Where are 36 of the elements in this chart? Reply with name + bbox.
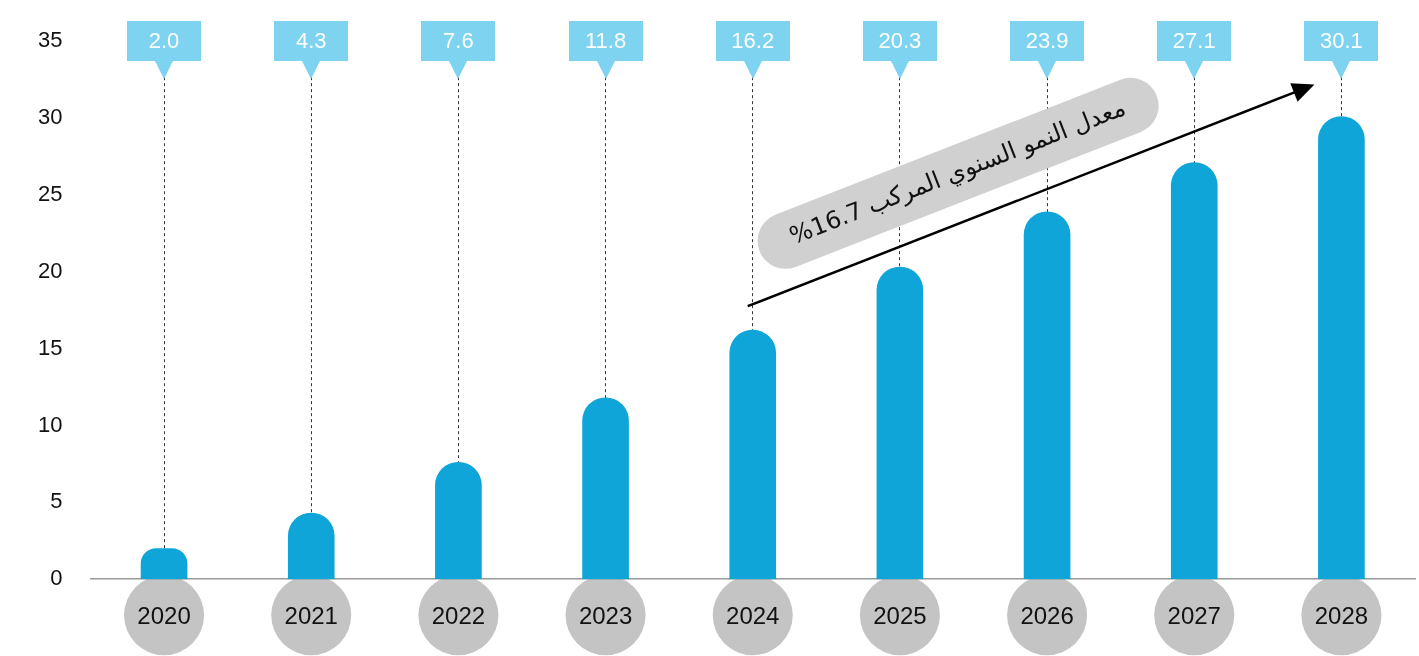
annotation: معدل النمو السنوي المركب 16.7% xyxy=(785,93,1130,251)
annotation: 11.8 xyxy=(568,21,643,62)
y-tick-label: 15 xyxy=(37,334,63,360)
x-tick-label: 2021 xyxy=(284,602,338,630)
annotation: 27.1 xyxy=(1157,21,1232,62)
annotation: 20.3 xyxy=(862,21,937,62)
callout: 20.3 xyxy=(862,21,937,80)
x-tick-label: 2022 xyxy=(431,602,486,630)
y-tick-label: 35 xyxy=(37,27,63,53)
callout: 4.3 xyxy=(274,21,349,80)
x-tick-label: 2020 xyxy=(137,602,191,630)
y-tick-label: 30 xyxy=(37,104,63,130)
x-tick-label: 2023 xyxy=(578,602,633,630)
annotation: 7.6 xyxy=(421,21,496,62)
y-tick-label: 10 xyxy=(37,411,63,437)
x-tick-label: 2028 xyxy=(1314,602,1369,630)
annotation: 2.0 xyxy=(127,21,202,62)
x-tick-label: 2025 xyxy=(873,602,927,630)
callout: 27.1 xyxy=(1157,21,1232,80)
callout: 30.1 xyxy=(1304,21,1379,80)
y-tick-label: 20 xyxy=(37,257,63,283)
annotation: 23.9 xyxy=(1010,21,1085,62)
annotation: 30.1 xyxy=(1304,21,1379,62)
y-tick-label: 0 xyxy=(50,565,63,591)
callout: 16.2 xyxy=(715,21,790,80)
x-tick-label: 2024 xyxy=(726,602,780,630)
annotation: 16.2 xyxy=(715,21,790,62)
annotation: 4.3 xyxy=(274,21,349,62)
x-tick-label: 2027 xyxy=(1167,602,1221,630)
callout: 23.9 xyxy=(1010,21,1085,80)
callout: 7.6 xyxy=(421,21,496,80)
callout: 2.0 xyxy=(127,21,202,80)
y-tick-label: 5 xyxy=(50,488,63,514)
callout: 11.8 xyxy=(568,21,643,80)
y-tick-label: 25 xyxy=(37,180,63,206)
x-tick-label: 2026 xyxy=(1020,602,1074,630)
